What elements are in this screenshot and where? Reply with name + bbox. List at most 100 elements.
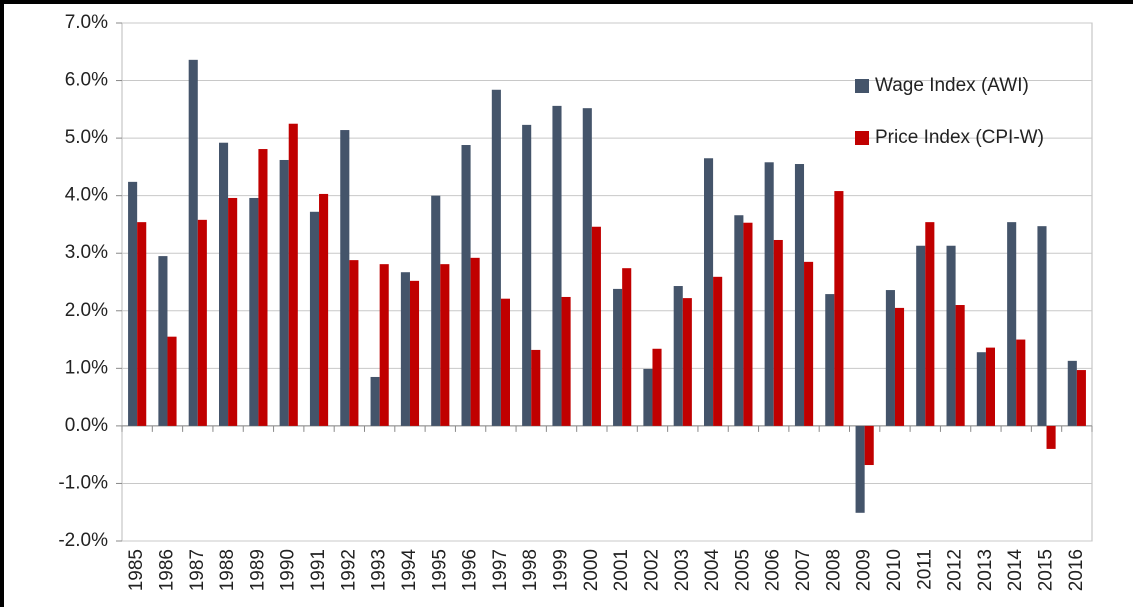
- x-tick-label: 2016: [1066, 549, 1087, 591]
- y-tick-label: 6.0%: [65, 70, 108, 91]
- bar: [894, 307, 905, 426]
- x-tick-label: 2008: [823, 549, 844, 591]
- bar: [249, 197, 259, 426]
- legend-label: Price Index (CPI-W): [875, 127, 1044, 148]
- bar: [370, 376, 380, 426]
- bar: [340, 130, 350, 426]
- y-tick-label: -2.0%: [58, 530, 108, 551]
- x-tick-label: 1998: [520, 549, 541, 591]
- bar: [613, 288, 623, 426]
- x-tick-label: 2004: [702, 549, 723, 592]
- bar: [713, 276, 723, 426]
- bar: [470, 257, 480, 426]
- bar: [582, 108, 592, 426]
- x-tick-label: 1985: [126, 549, 147, 591]
- x-tick-label: 2006: [763, 549, 784, 591]
- bar: [349, 260, 359, 426]
- bar: [925, 222, 935, 426]
- bar: [158, 256, 168, 426]
- x-tick-label: 1991: [308, 549, 329, 591]
- bar: [400, 272, 410, 426]
- bar: [976, 352, 986, 426]
- y-tick-label: 0.0%: [65, 415, 108, 436]
- bar: [561, 296, 571, 426]
- x-tick-label: 2010: [884, 549, 905, 591]
- bar: [1037, 226, 1047, 426]
- bar: [409, 280, 420, 426]
- x-tick-label: 1993: [369, 549, 390, 591]
- bar: [743, 222, 753, 426]
- y-tick-label: -1.0%: [58, 472, 108, 493]
- bar: [440, 264, 450, 426]
- x-tick-label: 1997: [490, 549, 511, 591]
- bar: [379, 264, 389, 426]
- x-tick-label: 2011: [914, 549, 935, 590]
- bar: [885, 290, 895, 426]
- x-tick-label: 2007: [793, 549, 814, 591]
- bar: [734, 215, 744, 426]
- bar: [522, 124, 532, 426]
- bar: [500, 298, 510, 426]
- y-tick-label: 5.0%: [65, 127, 108, 148]
- bar: [652, 348, 662, 426]
- bar: [188, 59, 198, 426]
- x-tick-label: 2012: [945, 549, 966, 591]
- bar: [491, 89, 501, 426]
- bar: [319, 193, 329, 426]
- x-tick-label: 1994: [399, 549, 420, 592]
- bar: [258, 149, 268, 426]
- legend-swatch: [855, 79, 869, 93]
- x-tick-label: 1995: [429, 549, 450, 591]
- x-tick-label: 2001: [611, 549, 632, 591]
- bar: [673, 286, 683, 426]
- x-tick-label: 2014: [1005, 549, 1026, 592]
- y-tick-label: 4.0%: [65, 185, 108, 206]
- bar: [916, 245, 926, 426]
- bar: [946, 245, 956, 426]
- x-tick-label: 1996: [460, 549, 481, 591]
- bar: [1046, 425, 1056, 449]
- x-tick-label: 1992: [338, 549, 359, 591]
- x-tick-label: 2000: [581, 549, 602, 591]
- bar: [431, 195, 441, 426]
- bar: [834, 191, 844, 426]
- bar: [197, 219, 207, 426]
- x-tick-label: 2013: [975, 549, 996, 591]
- bar: [137, 222, 147, 426]
- bar: [825, 294, 835, 426]
- bar: [704, 158, 714, 426]
- x-tick-label: 2005: [732, 549, 753, 591]
- bar: [552, 105, 562, 426]
- y-tick-label: 1.0%: [65, 357, 108, 378]
- y-tick-label: 3.0%: [65, 242, 108, 263]
- bar: [309, 211, 320, 426]
- bar: [955, 305, 965, 426]
- bar: [764, 162, 774, 426]
- bar: [985, 347, 995, 426]
- bar: [1016, 339, 1026, 426]
- x-tick-label: 1987: [187, 549, 208, 591]
- bar: [1076, 370, 1086, 426]
- x-tick-label: 2015: [1036, 549, 1057, 591]
- bar: [682, 298, 692, 426]
- bar: [167, 336, 177, 426]
- bar: [288, 123, 298, 426]
- x-tick-label: 2002: [641, 549, 662, 591]
- x-tick-label: 1989: [247, 549, 268, 591]
- bar: [591, 226, 601, 426]
- bar: [128, 181, 138, 426]
- bar: [864, 425, 874, 466]
- bar: [855, 425, 865, 513]
- bar: [804, 261, 814, 426]
- legend-label: Wage Index (AWI): [875, 75, 1029, 96]
- x-tick-label: 1986: [156, 549, 177, 591]
- x-tick-label: 1999: [551, 549, 572, 591]
- bar: [279, 159, 289, 426]
- bar: [1067, 360, 1077, 426]
- bar: [643, 368, 653, 426]
- x-tick-label: 2009: [854, 549, 875, 591]
- y-tick-label: 2.0%: [65, 300, 108, 321]
- bar: [228, 197, 238, 426]
- x-tick-label: 2003: [672, 549, 693, 591]
